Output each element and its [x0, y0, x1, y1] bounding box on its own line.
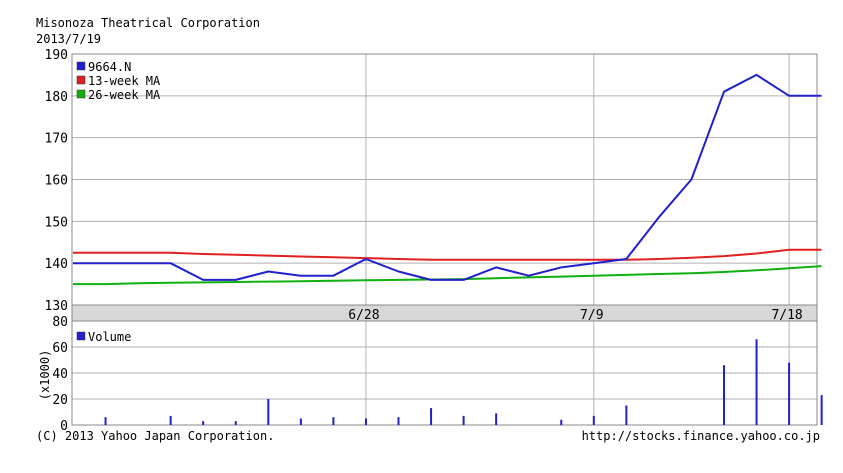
x-tick-label: 7/9 [580, 308, 603, 323]
volume-axis-label: (x1000) [38, 350, 52, 401]
legend-swatch [76, 75, 86, 85]
legend-label: 13-week MA [88, 74, 161, 88]
price-tick-label: 190 [45, 48, 68, 63]
volume-tick-label: 60 [52, 341, 68, 356]
company-name: Misonoza Theatrical Corporation [36, 16, 260, 30]
price-tick-label: 180 [45, 90, 68, 105]
legend-label: Volume [88, 330, 131, 344]
series-line-9664-n [73, 73, 822, 281]
legend-label: 26-week MA [88, 88, 161, 102]
x-axis-band [71, 304, 818, 322]
chart-date: 2013/7/19 [36, 32, 101, 46]
price-plot-frame [71, 53, 818, 306]
price-tick-label: 130 [45, 299, 68, 314]
x-tick-label: 7/18 [771, 308, 802, 323]
x-tick-label: 6/28 [348, 308, 379, 323]
series-line-13-week-ma [73, 248, 822, 261]
volume-plot-frame [71, 320, 818, 426]
price-tick-label: 160 [45, 174, 68, 189]
copyright-text: (C) 2013 Yahoo Japan Corporation. [36, 429, 274, 443]
legend-swatch [76, 331, 86, 341]
price-tick-label: 140 [45, 257, 68, 272]
legend-label: 9664.N [88, 60, 131, 74]
price-tick-label: 150 [45, 215, 68, 230]
source-url: http://stocks.finance.yahoo.co.jp [582, 429, 820, 443]
legend-swatch [76, 61, 86, 71]
series-line-26-week-ma [73, 265, 822, 286]
plot-layer: 130 140 150 160 170 180 190 0 20 40 60 80 6/28 7/9 7/1… [38, 48, 823, 434]
volume-tick-label: 40 [52, 367, 68, 382]
volume-tick-label: 20 [52, 393, 68, 408]
volume-tick-label: 80 [52, 315, 68, 330]
price-tick-label: 170 [45, 132, 68, 147]
legend-swatch [76, 89, 86, 99]
volume-tick-label: 0 [60, 419, 68, 434]
